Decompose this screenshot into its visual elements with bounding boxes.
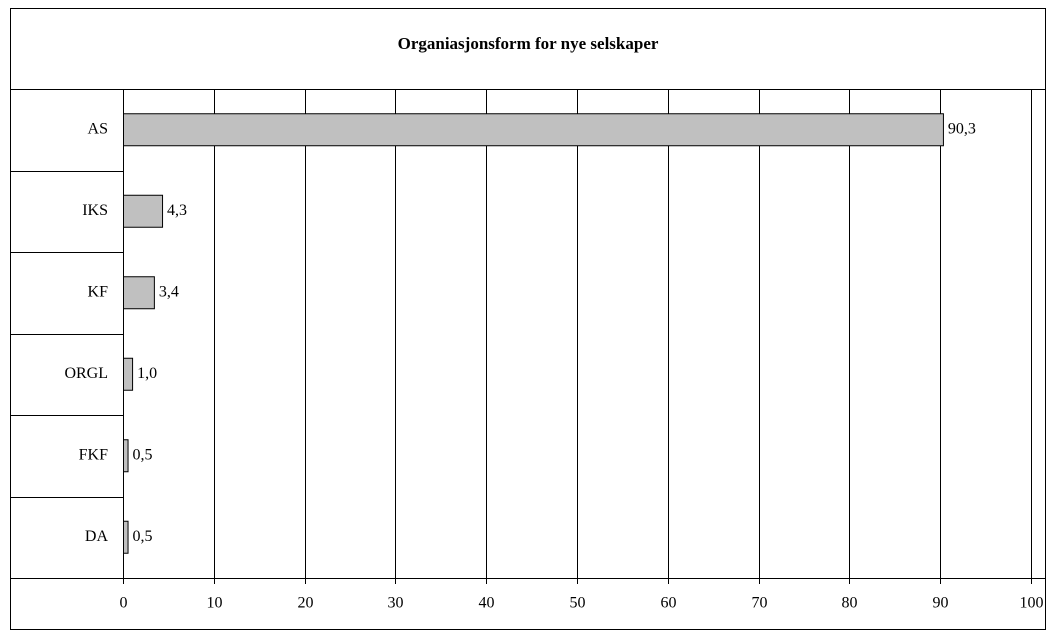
bar	[123, 520, 129, 554]
value-label: 90,3	[948, 120, 976, 137]
y-tick-label: ORGL	[64, 365, 108, 382]
y-tick-label: AS	[88, 120, 108, 137]
bar	[123, 276, 155, 310]
x-tick-label: 50	[570, 595, 586, 612]
y-tick-label: KF	[88, 283, 109, 300]
bar	[123, 439, 129, 473]
x-tick-label: 70	[752, 595, 768, 612]
bar	[123, 113, 944, 147]
x-tick-label: 80	[842, 595, 858, 612]
x-tick-label: 0	[120, 595, 128, 612]
value-label: 0,5	[133, 528, 153, 545]
y-tick-label: IKS	[82, 202, 108, 219]
y-tick-label: DA	[85, 528, 109, 545]
value-label: 1,0	[137, 365, 157, 382]
value-label: 0,5	[133, 446, 153, 463]
x-tick-label: 60	[661, 595, 677, 612]
x-tick-label: 100	[1020, 595, 1044, 612]
bar	[123, 357, 134, 391]
x-tick-label: 90	[933, 595, 949, 612]
chart-title: Organiasjonsform for nye selskaper	[398, 34, 659, 53]
x-tick-label: 20	[298, 595, 314, 612]
x-tick-label: 30	[388, 595, 404, 612]
value-label: 3,4	[159, 283, 179, 300]
bar	[123, 194, 164, 228]
x-tick-label: 40	[479, 595, 495, 612]
value-label: 4,3	[167, 202, 187, 219]
y-tick-label: FKF	[79, 446, 108, 463]
x-tick-label: 10	[207, 595, 223, 612]
chart-border	[10, 8, 1046, 630]
